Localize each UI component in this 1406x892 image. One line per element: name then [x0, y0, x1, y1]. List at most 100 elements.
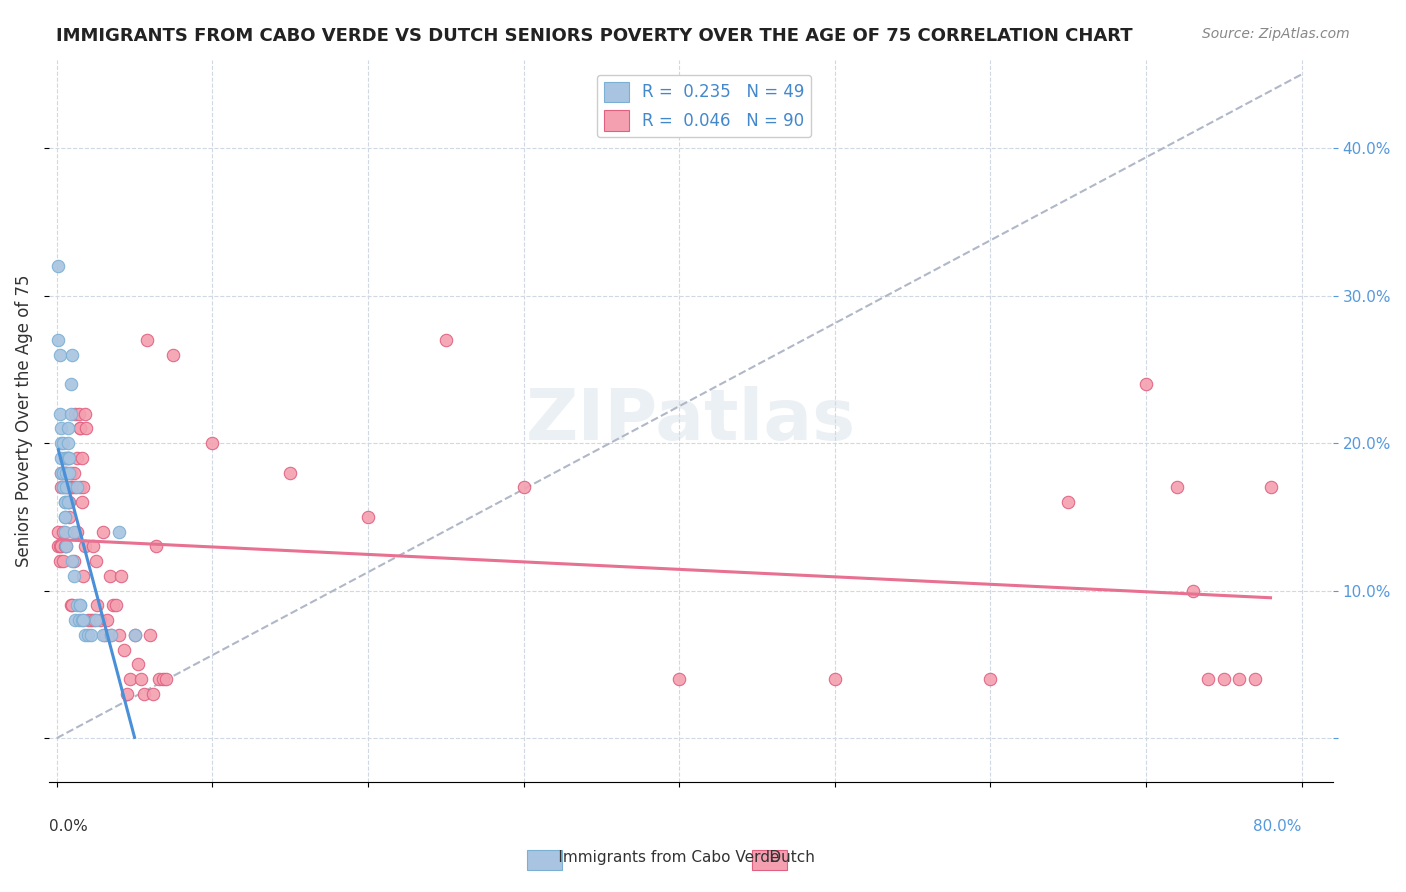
Dutch [49, 554, 72, 568]
Immigrants from Cabo Verde [49, 348, 72, 362]
Immigrants from Cabo Verde [49, 407, 72, 421]
Dutch [96, 613, 118, 627]
Dutch [83, 613, 105, 627]
Immigrants from Cabo Verde [56, 495, 79, 509]
Dutch [108, 628, 131, 642]
Dutch [69, 421, 91, 435]
Dutch [58, 495, 80, 509]
Dutch [65, 407, 87, 421]
Dutch [72, 480, 94, 494]
Immigrants from Cabo Verde [55, 540, 77, 554]
Immigrants from Cabo Verde [67, 613, 90, 627]
Text: 80.0%: 80.0% [1253, 819, 1302, 834]
Dutch [118, 672, 141, 686]
Dutch [51, 540, 73, 554]
Text: Immigrants from Cabo Verde: Immigrants from Cabo Verde [534, 850, 780, 865]
Dutch [63, 466, 86, 480]
Immigrants from Cabo Verde [56, 436, 79, 450]
Legend: R =  0.235   N = 49, R =  0.046   N = 90: R = 0.235 N = 49, R = 0.046 N = 90 [598, 75, 811, 137]
Immigrants from Cabo Verde [53, 495, 76, 509]
Dutch [104, 599, 127, 613]
Dutch [89, 613, 111, 627]
Dutch [139, 628, 162, 642]
Immigrants from Cabo Verde [59, 407, 82, 421]
Immigrants from Cabo Verde [73, 628, 96, 642]
Text: IMMIGRANTS FROM CABO VERDE VS DUTCH SENIORS POVERTY OVER THE AGE OF 75 CORRELATI: IMMIGRANTS FROM CABO VERDE VS DUTCH SENI… [56, 27, 1133, 45]
Immigrants from Cabo Verde [53, 509, 76, 524]
Dutch [52, 524, 75, 539]
Dutch [52, 554, 75, 568]
Dutch [73, 540, 96, 554]
Dutch [152, 672, 174, 686]
Text: ZIPatlas: ZIPatlas [526, 386, 856, 456]
Dutch [69, 421, 91, 435]
Dutch [110, 569, 132, 583]
Dutch [101, 599, 124, 613]
Dutch [1212, 672, 1234, 686]
Dutch [434, 333, 457, 347]
Immigrants from Cabo Verde [51, 450, 73, 465]
Dutch [145, 540, 167, 554]
Dutch [124, 628, 146, 642]
Dutch [56, 495, 79, 509]
Dutch [75, 421, 97, 435]
Dutch [82, 540, 104, 554]
Immigrants from Cabo Verde [55, 480, 77, 494]
Dutch [49, 540, 72, 554]
Immigrants from Cabo Verde [60, 554, 83, 568]
Dutch [70, 495, 93, 509]
Immigrants from Cabo Verde [69, 599, 91, 613]
Immigrants from Cabo Verde [51, 466, 73, 480]
Text: Source: ZipAtlas.com: Source: ZipAtlas.com [1202, 27, 1350, 41]
Dutch [59, 466, 82, 480]
Dutch [357, 509, 380, 524]
Dutch [77, 613, 100, 627]
Dutch [127, 657, 149, 672]
Immigrants from Cabo Verde [58, 450, 80, 465]
Immigrants from Cabo Verde [65, 613, 87, 627]
Dutch [278, 466, 301, 480]
Dutch [72, 569, 94, 583]
Immigrants from Cabo Verde [46, 259, 69, 273]
Immigrants from Cabo Verde [63, 569, 86, 583]
Dutch [60, 599, 83, 613]
Dutch [67, 407, 90, 421]
Immigrants from Cabo Verde [108, 524, 131, 539]
Dutch [94, 628, 117, 642]
Immigrants from Cabo Verde [52, 480, 75, 494]
Dutch [66, 524, 89, 539]
Dutch [1260, 480, 1282, 494]
Immigrants from Cabo Verde [100, 628, 122, 642]
Immigrants from Cabo Verde [56, 450, 79, 465]
Dutch [1229, 672, 1251, 686]
Dutch [58, 509, 80, 524]
Immigrants from Cabo Verde [66, 480, 89, 494]
Dutch [979, 672, 1001, 686]
Immigrants from Cabo Verde [77, 628, 100, 642]
Dutch [60, 480, 83, 494]
Dutch [53, 450, 76, 465]
Dutch [55, 540, 77, 554]
Dutch [46, 540, 69, 554]
Immigrants from Cabo Verde [93, 628, 115, 642]
Dutch [65, 480, 87, 494]
Dutch [1244, 672, 1267, 686]
Dutch [148, 672, 170, 686]
Dutch [512, 480, 534, 494]
Immigrants from Cabo Verde [56, 421, 79, 435]
Dutch [59, 599, 82, 613]
Dutch [51, 466, 73, 480]
Text: Dutch: Dutch [745, 850, 815, 865]
Immigrants from Cabo Verde [72, 613, 94, 627]
Immigrants from Cabo Verde [58, 466, 80, 480]
Immigrants from Cabo Verde [51, 436, 73, 450]
Dutch [56, 450, 79, 465]
Text: 0.0%: 0.0% [49, 819, 87, 834]
Dutch [136, 333, 159, 347]
Dutch [55, 480, 77, 494]
Dutch [53, 540, 76, 554]
Dutch [59, 480, 82, 494]
Dutch [51, 480, 73, 494]
Dutch [668, 672, 690, 686]
Immigrants from Cabo Verde [53, 509, 76, 524]
